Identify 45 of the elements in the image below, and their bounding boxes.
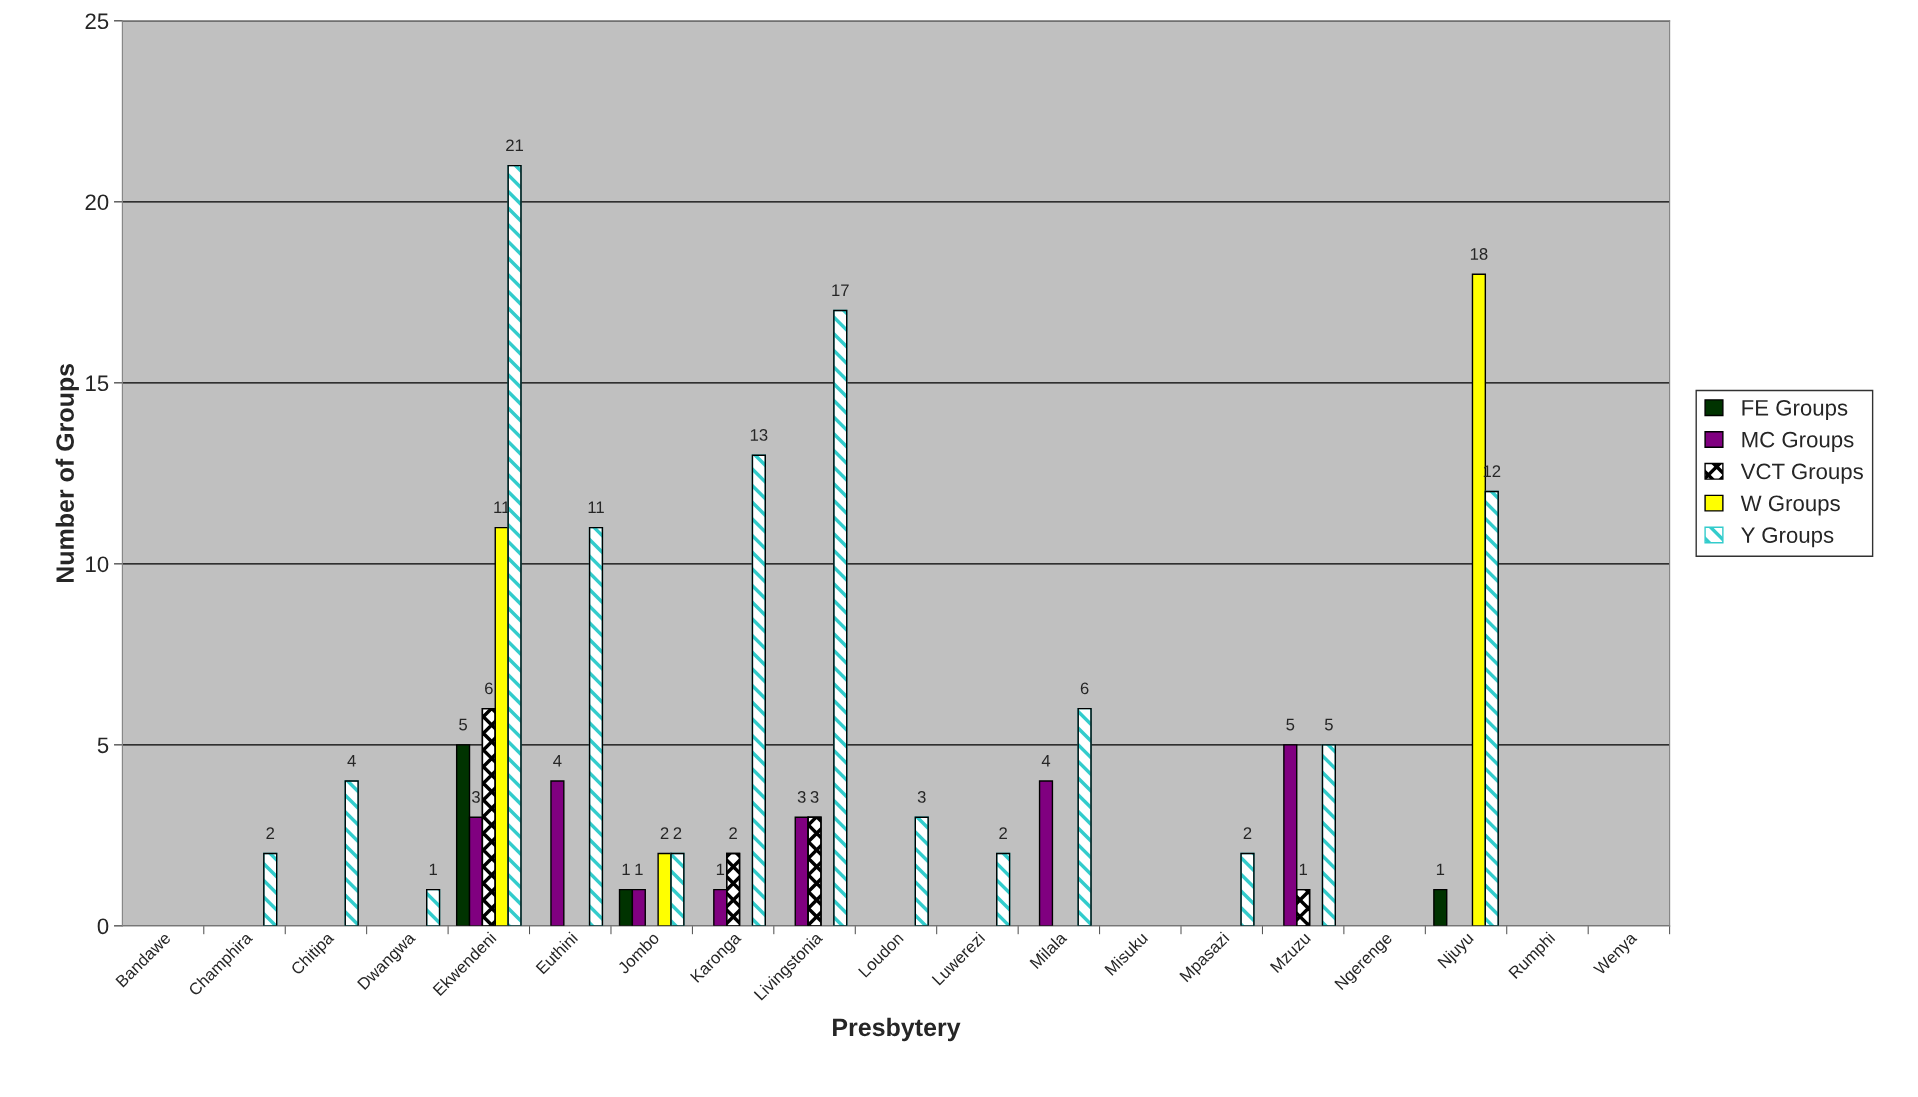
data-label: 5 (1286, 718, 1295, 731)
bar (1038, 780, 1054, 926)
data-label: 1 (635, 863, 643, 876)
data-label: 6 (485, 682, 493, 695)
data-label: 4 (553, 755, 562, 767)
data-label: 2 (673, 827, 682, 839)
legend-label: W Groups (1740, 495, 1840, 516)
y-tick-label: 25 (85, 13, 109, 30)
y-tick-label: 5 (97, 737, 109, 754)
data-label: 5 (459, 718, 468, 731)
y-tick-label: 0 (97, 918, 109, 935)
x-axis-title: Presbytery (833, 1017, 961, 1042)
data-label: 5 (1324, 718, 1333, 731)
data-label: 1 (716, 863, 725, 876)
data-label: 2 (660, 827, 669, 839)
data-label: 2 (1243, 827, 1252, 839)
data-label: 2 (729, 827, 737, 839)
data-label: 2 (999, 827, 1007, 839)
y-tick-label: 15 (86, 375, 109, 392)
data-label: 4 (347, 755, 356, 767)
legend-label: MC Groups (1742, 431, 1854, 452)
legend-label: FE Groups (1742, 399, 1848, 421)
legend-label: Y Groups (1741, 527, 1834, 548)
data-label: 1 (1299, 863, 1307, 876)
data-label: 6 (1080, 682, 1089, 695)
data-label: 4 (1041, 755, 1051, 767)
data-label: 1 (429, 863, 437, 876)
data-label: 3 (917, 791, 926, 803)
data-label: 21 (506, 139, 524, 152)
data-label: 1 (1436, 863, 1445, 876)
data-label: 11 (588, 501, 604, 514)
data-label: 13 (750, 429, 768, 441)
data-label: 17 (832, 284, 849, 296)
data-label: 18 (1470, 248, 1488, 260)
data-label: 3 (797, 791, 806, 803)
data-label: 3 (810, 791, 819, 803)
data-label: 3 (471, 791, 480, 803)
data-label: 1 (622, 863, 630, 876)
legend-label: VCT Groups (1740, 463, 1863, 484)
y-axis-title: Number of Groups (55, 363, 79, 583)
y-tick-label: 20 (85, 194, 109, 211)
bar (1433, 888, 1448, 926)
data-label: 2 (266, 827, 275, 839)
bar (550, 780, 565, 926)
y-tick-label: 10 (86, 556, 109, 573)
